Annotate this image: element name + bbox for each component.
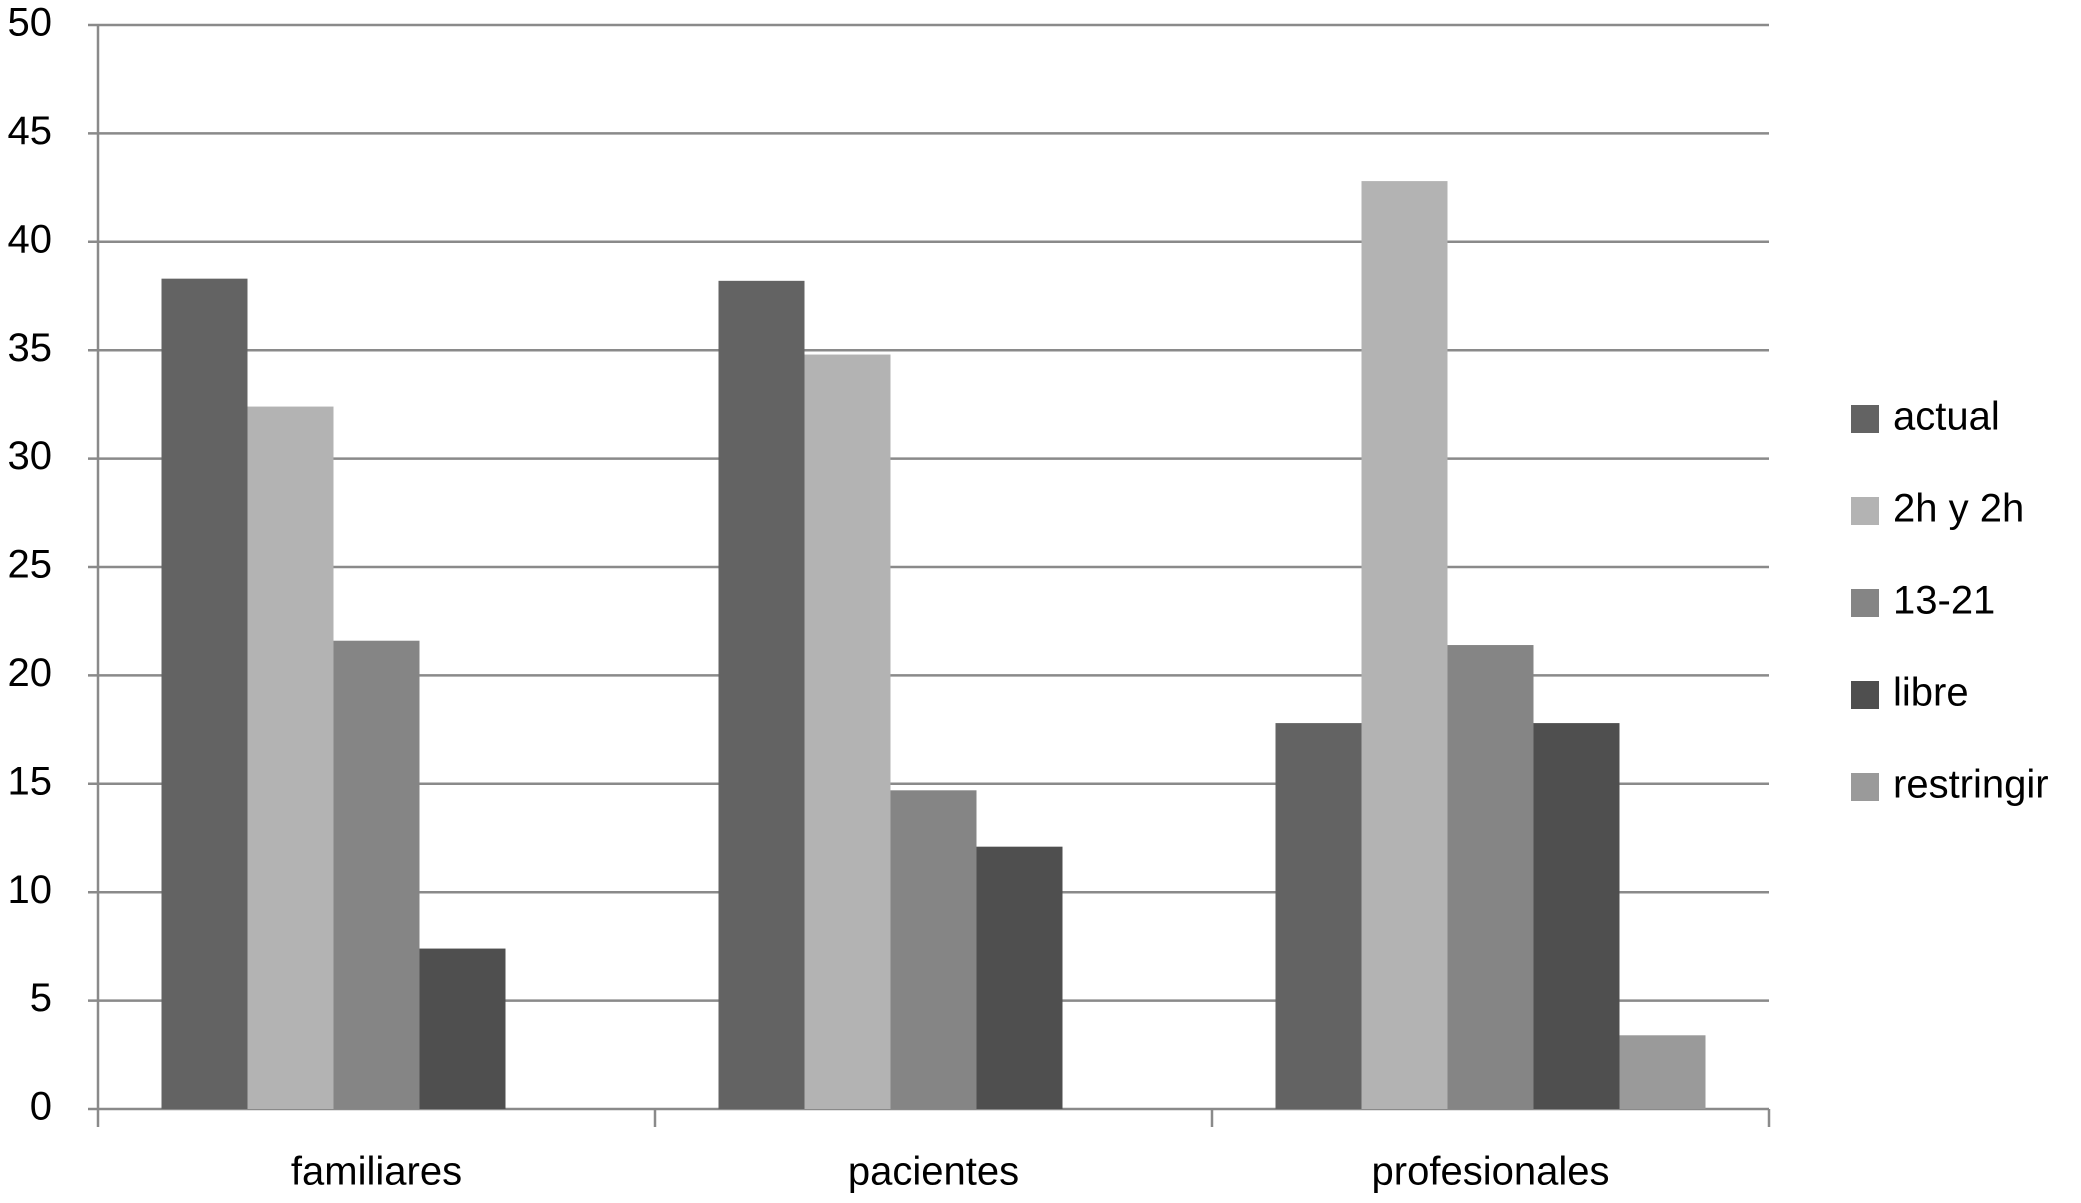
legend-swatch	[1851, 497, 1879, 525]
x-tick-label: familiares	[291, 1150, 462, 1194]
bar	[1533, 723, 1620, 1109]
bar	[333, 640, 420, 1109]
bar	[890, 790, 977, 1109]
y-tick-label: 40	[8, 217, 53, 261]
legend-label: actual	[1893, 395, 2000, 439]
bar	[976, 846, 1063, 1109]
y-tick-label: 0	[30, 1085, 52, 1129]
y-tick-label: 5	[30, 976, 52, 1020]
y-tick-label: 45	[8, 109, 53, 153]
y-tick-label: 35	[8, 326, 53, 370]
bar	[247, 406, 334, 1109]
legend-swatch	[1851, 589, 1879, 617]
y-tick-label: 50	[8, 1, 53, 45]
y-tick-label: 10	[8, 868, 53, 912]
bar	[1275, 723, 1362, 1109]
legend-swatch	[1851, 405, 1879, 433]
legend-label: libre	[1893, 671, 1969, 715]
y-tick-label: 20	[8, 651, 53, 695]
legend-label: restringir	[1893, 763, 2049, 807]
x-tick-label: pacientes	[848, 1150, 1019, 1194]
bar	[718, 280, 805, 1110]
legend-label: 2h y 2h	[1893, 487, 2024, 531]
y-tick-label: 25	[8, 543, 53, 587]
bar	[1619, 1035, 1706, 1109]
y-tick-label: 15	[8, 759, 53, 803]
bar	[1361, 181, 1448, 1109]
x-tick-label: profesionales	[1372, 1150, 1610, 1194]
legend-swatch	[1851, 681, 1879, 709]
bar	[1447, 645, 1534, 1109]
y-tick-label: 30	[8, 434, 53, 478]
legend-swatch	[1851, 773, 1879, 801]
bar	[161, 278, 248, 1109]
legend-label: 13-21	[1893, 579, 1995, 623]
bar	[419, 948, 506, 1109]
bar	[804, 354, 891, 1109]
